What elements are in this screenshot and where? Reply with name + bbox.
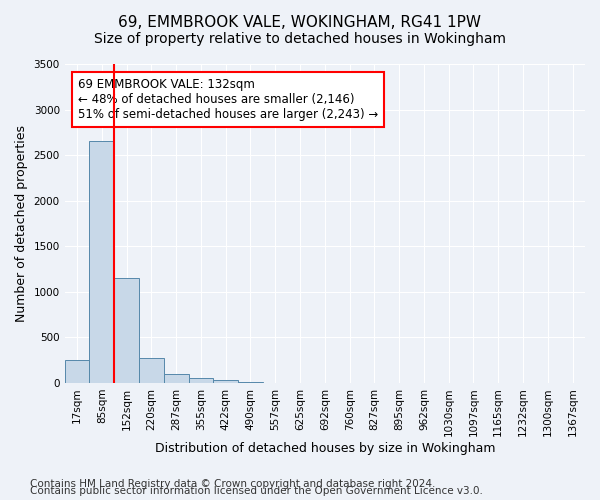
X-axis label: Distribution of detached houses by size in Wokingham: Distribution of detached houses by size … [155, 442, 495, 455]
Bar [114, 278, 139, 383]
Bar [65, 360, 89, 383]
Text: 69 EMMBROOK VALE: 132sqm
← 48% of detached houses are smaller (2,146)
51% of sem: 69 EMMBROOK VALE: 132sqm ← 48% of detach… [78, 78, 379, 120]
Text: Contains HM Land Registry data © Crown copyright and database right 2024.: Contains HM Land Registry data © Crown c… [30, 479, 436, 489]
Text: Size of property relative to detached houses in Wokingham: Size of property relative to detached ho… [94, 32, 506, 46]
Y-axis label: Number of detached properties: Number of detached properties [15, 125, 28, 322]
Bar [139, 358, 164, 383]
Bar [89, 142, 114, 383]
Text: Contains public sector information licensed under the Open Government Licence v3: Contains public sector information licen… [30, 486, 483, 496]
Bar [214, 380, 238, 383]
Bar [188, 378, 214, 383]
Text: 69, EMMBROOK VALE, WOKINGHAM, RG41 1PW: 69, EMMBROOK VALE, WOKINGHAM, RG41 1PW [119, 15, 482, 30]
Bar [164, 374, 188, 383]
